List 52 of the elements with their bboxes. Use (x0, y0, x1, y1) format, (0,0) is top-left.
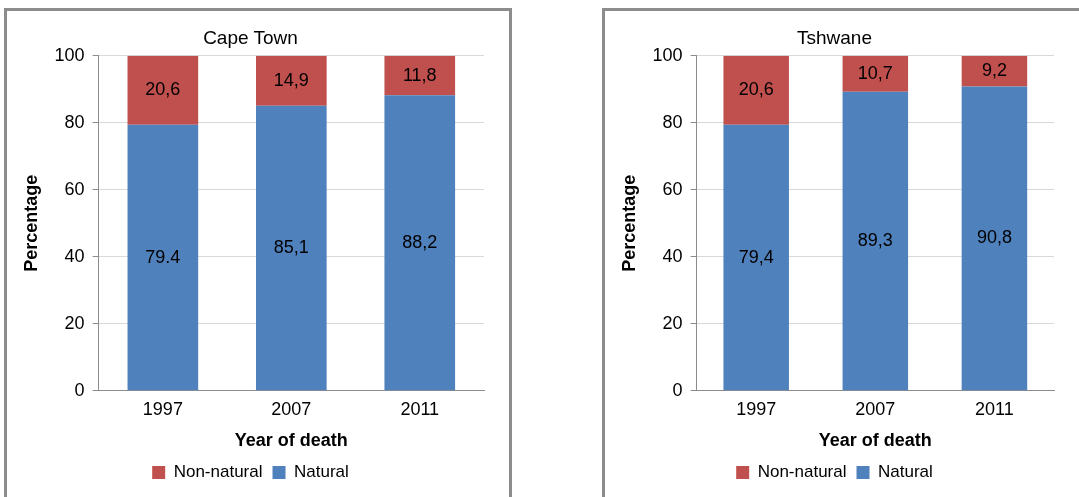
y-tick-label: 100 (652, 44, 683, 65)
y-tick-label: 0 (672, 379, 683, 400)
x-tick-label: 2011 (975, 398, 1014, 419)
bar (255, 105, 327, 391)
bar (961, 55, 1028, 87)
bar (842, 55, 909, 92)
data-label: 9,2 (981, 60, 1007, 81)
y-tick-label: 40 (662, 245, 683, 266)
y-tick-label: 20 (64, 312, 85, 333)
x-tick-label: 2007 (855, 398, 896, 419)
data-label: 90,8 (976, 227, 1012, 248)
data-label: 88,2 (402, 231, 438, 252)
data-label: 79,4 (738, 246, 774, 267)
data-label: 20,6 (738, 79, 774, 100)
bar (961, 86, 1028, 391)
legend-label: Non-natural (173, 462, 263, 482)
chart-title: Tshwane (797, 26, 872, 48)
y-tick-label: 80 (662, 111, 683, 132)
x-tick-label: 2007 (271, 398, 312, 419)
y-tick-label: 0 (74, 379, 85, 400)
y-axis-title: Percentage (618, 174, 639, 272)
x-tick-label: 2011 (400, 398, 440, 419)
data-label: 14,9 (273, 69, 309, 90)
bar (127, 55, 199, 125)
bar (384, 95, 456, 391)
y-tick-label: 20 (662, 312, 683, 333)
y-tick-label: 80 (64, 111, 85, 132)
legend-label: Non-natural (757, 462, 847, 482)
bar (723, 124, 789, 391)
legend-label: Natural (878, 462, 933, 482)
chart-title: Cape Town (203, 26, 298, 48)
legend-label: Natural (294, 462, 349, 482)
y-tick-label: 100 (54, 44, 85, 65)
x-axis-title: Year of death (818, 430, 932, 451)
bar (255, 55, 327, 106)
data-label: 10,7 (857, 62, 893, 83)
x-tick-label: 1997 (142, 398, 183, 419)
data-label: 79.4 (145, 246, 181, 267)
data-label: 20,6 (145, 79, 181, 100)
x-axis-title: Year of death (234, 430, 348, 451)
x-tick-label: 1997 (736, 398, 777, 419)
bar (842, 91, 909, 391)
bar (127, 124, 199, 391)
y-tick-label: 60 (662, 178, 683, 199)
y-tick-label: 60 (64, 178, 85, 199)
y-tick-label: 40 (64, 245, 85, 266)
data-label: 89,3 (857, 229, 893, 250)
y-axis-title: Percentage (20, 174, 41, 272)
data-label: 85,1 (273, 236, 309, 257)
bar (723, 55, 789, 125)
data-label: 11,8 (402, 64, 437, 85)
bar (384, 55, 456, 96)
